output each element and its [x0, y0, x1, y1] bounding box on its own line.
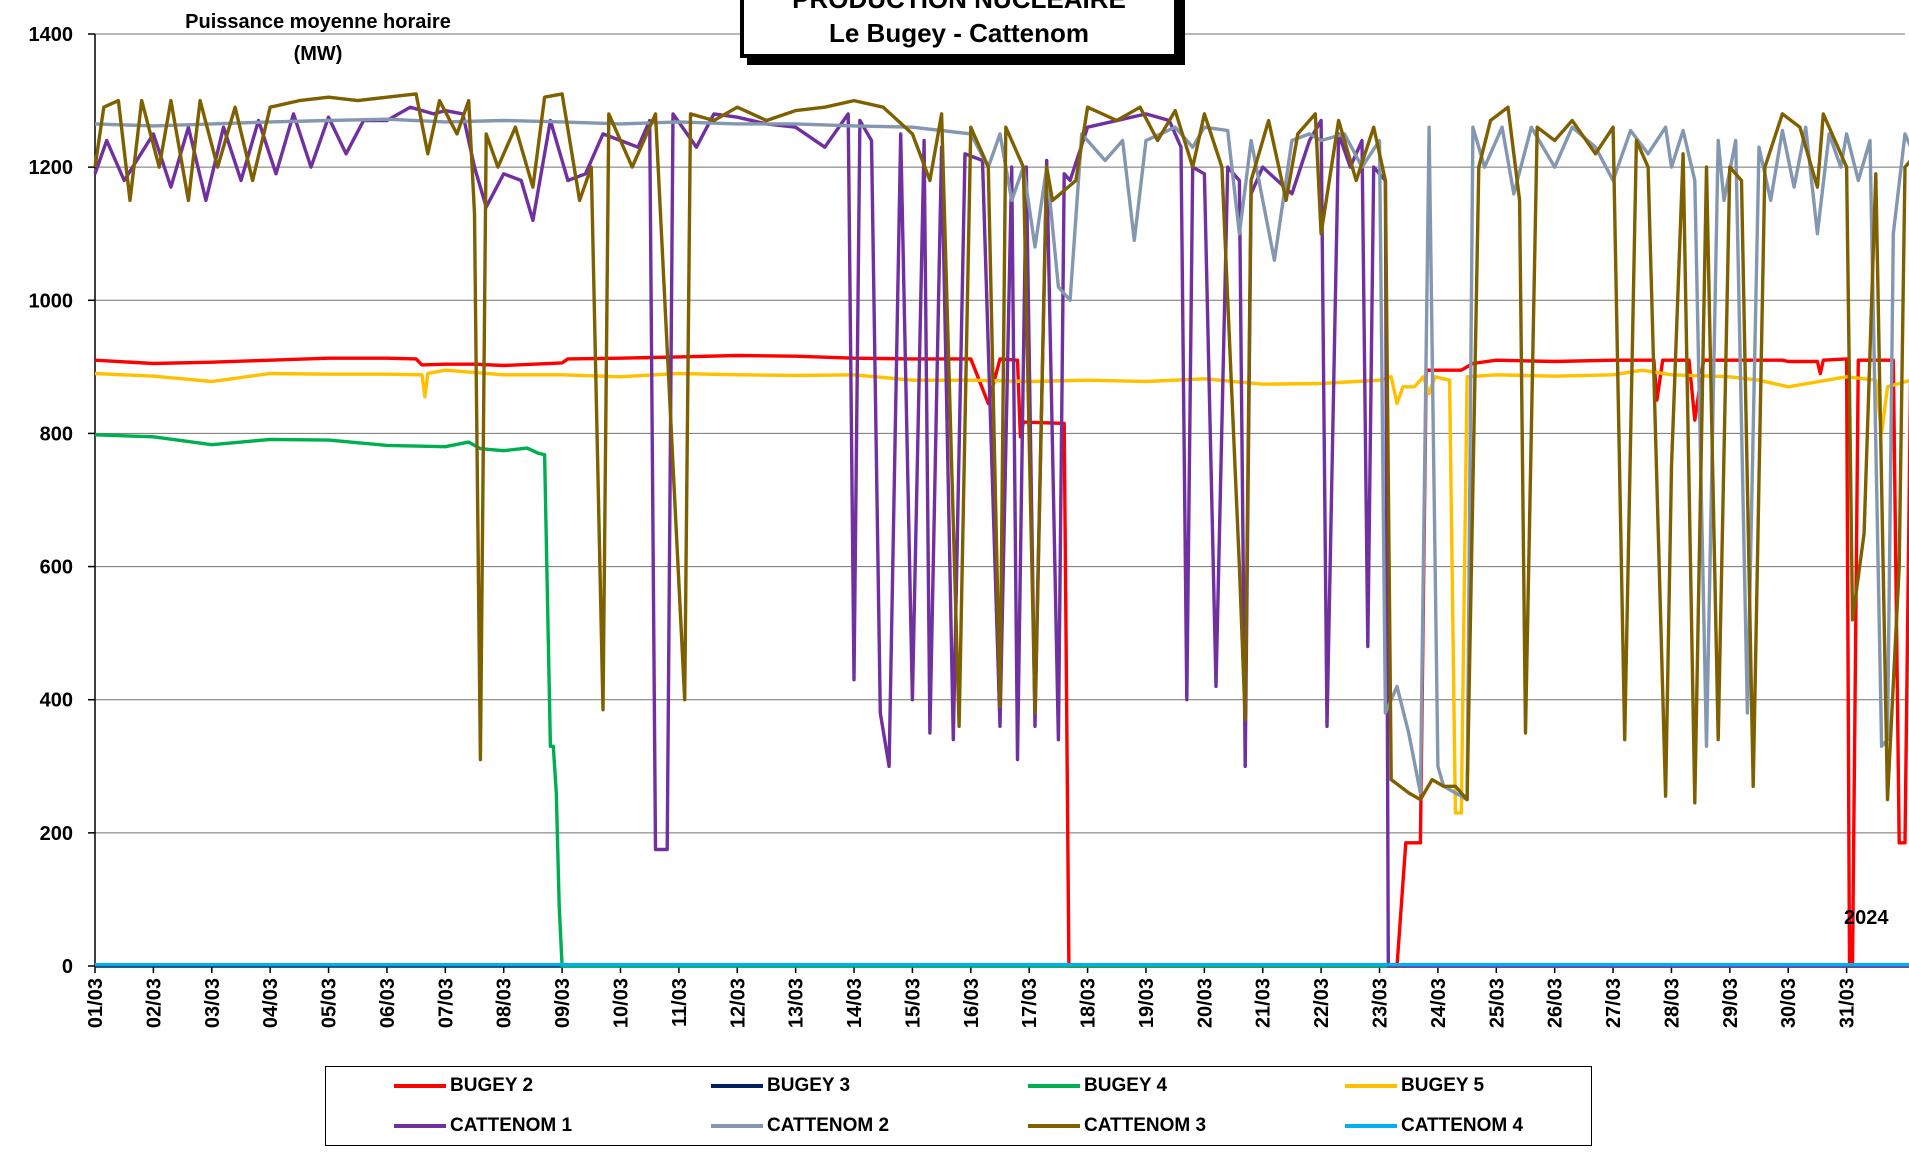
y-tick-label: 1200 — [29, 157, 74, 179]
x-tick-label: 22/03 — [1311, 978, 1333, 1028]
y-axis-label-line-2: (MW) — [294, 43, 343, 65]
legend-swatch — [1028, 1124, 1080, 1128]
legend-item: CATTENOM 1 — [394, 1111, 572, 1141]
chart-subtitle: Le Bugey - Cattenom — [828, 18, 1090, 48]
x-tick-label: 14/03 — [844, 978, 866, 1028]
chart-title: PRODUCTION NUCLEAIRE — [744, 0, 1174, 16]
y-tick-label: 1000 — [29, 290, 74, 312]
x-tick-label: 17/03 — [1019, 978, 1041, 1028]
legend-label: BUGEY 2 — [450, 1075, 534, 1096]
x-tick-label: 10/03 — [610, 978, 632, 1028]
x-tick-label: 24/03 — [1428, 978, 1450, 1028]
legend-swatch — [394, 1124, 446, 1128]
y-tick-label: 600 — [40, 557, 73, 579]
legend-label: BUGEY 3 — [767, 1075, 851, 1096]
series-line-bugey-4 — [94, 433, 1909, 968]
x-tick-label: 15/03 — [902, 978, 924, 1028]
x-tick-label: 31/03 — [1837, 978, 1859, 1028]
x-tick-label: 26/03 — [1545, 978, 1567, 1028]
chart-title-box: PRODUCTION NUCLEAIRE Le Bugey - Cattenom — [740, 0, 1178, 58]
x-tick-label: 16/03 — [961, 978, 983, 1028]
x-tick-label: 02/03 — [143, 978, 165, 1028]
x-tick-label: 23/03 — [1370, 978, 1392, 1028]
x-tick-label: 25/03 — [1486, 978, 1508, 1028]
legend-swatch — [1345, 1124, 1397, 1128]
x-tick-label: 06/03 — [377, 978, 399, 1028]
legend-swatch — [1345, 1084, 1397, 1088]
y-tick-labels: 0 200 400 600 800 1000 1200 1400 — [29, 24, 74, 978]
x-tick-label: 27/03 — [1603, 978, 1625, 1028]
legend-swatch — [711, 1084, 763, 1088]
y-tick-label: 400 — [40, 690, 73, 712]
y-tick-label: 800 — [40, 423, 73, 445]
legend-item: BUGEY 3 — [711, 1071, 850, 1101]
x-tick-label: 01/03 — [85, 978, 107, 1028]
legend-item: BUGEY 2 — [394, 1071, 533, 1101]
legend-label: BUGEY 5 — [1401, 1075, 1485, 1096]
legend-label: CATTENOM 1 — [450, 1115, 573, 1136]
x-tick-label: 29/03 — [1720, 978, 1742, 1028]
series-line-cattenom-3 — [93, 92, 1909, 805]
x-tick-label: 07/03 — [435, 978, 457, 1028]
x-tick-label: 28/03 — [1661, 978, 1683, 1028]
x-tick-label: 08/03 — [494, 978, 516, 1028]
legend-swatch — [1028, 1084, 1080, 1088]
legend-item: BUGEY 5 — [1345, 1071, 1484, 1101]
legend-label: CATTENOM 4 — [1401, 1115, 1524, 1136]
legend-item: BUGEY 4 — [1028, 1071, 1167, 1101]
x-tick-label: 21/03 — [1253, 978, 1275, 1028]
legend-label: CATTENOM 3 — [1084, 1115, 1207, 1136]
x-tick-label: 13/03 — [786, 978, 808, 1028]
x-tick-label: 11/03 — [669, 978, 691, 1027]
legend-item: CATTENOM 3 — [1028, 1111, 1206, 1141]
x-tick-label: 19/03 — [1136, 978, 1158, 1028]
x-tick-label: 05/03 — [319, 978, 341, 1028]
series-line-bugey-5 — [94, 368, 1909, 815]
x-tick-label: 30/03 — [1778, 978, 1800, 1028]
x-tick-label: 04/03 — [260, 978, 282, 1028]
legend-swatch — [394, 1084, 446, 1088]
year-annotation: 2024 — [1844, 907, 1889, 929]
y-tick-label: 1400 — [29, 24, 74, 46]
y-tick-label: 200 — [40, 823, 73, 845]
legend-swatch — [711, 1124, 763, 1128]
legend-label: BUGEY 4 — [1084, 1075, 1168, 1096]
x-tick-label: 20/03 — [1194, 978, 1216, 1028]
x-tick-label: 18/03 — [1078, 978, 1100, 1028]
legend-item: CATTENOM 2 — [711, 1111, 889, 1141]
x-tick-label: 12/03 — [727, 978, 749, 1028]
legend-label: CATTENOM 2 — [767, 1115, 890, 1136]
legend-item: CATTENOM 4 — [1345, 1111, 1523, 1141]
y-tick-label: 0 — [62, 956, 73, 978]
x-tick-label: 03/03 — [202, 978, 224, 1028]
x-tick-label: 09/03 — [552, 978, 574, 1028]
series-lines — [93, 92, 1909, 968]
y-axis-label-line-1: Puissance moyenne horaire — [185, 11, 451, 33]
legend: BUGEY 2 BUGEY 3 BUGEY 4 BUGEY 5 CATTENOM 1 CA… — [325, 1066, 1592, 1146]
x-tick-labels: 01/03 02/03 03/03 04/03 05/03 06/03 07/03 08/03… — [85, 978, 1859, 1028]
